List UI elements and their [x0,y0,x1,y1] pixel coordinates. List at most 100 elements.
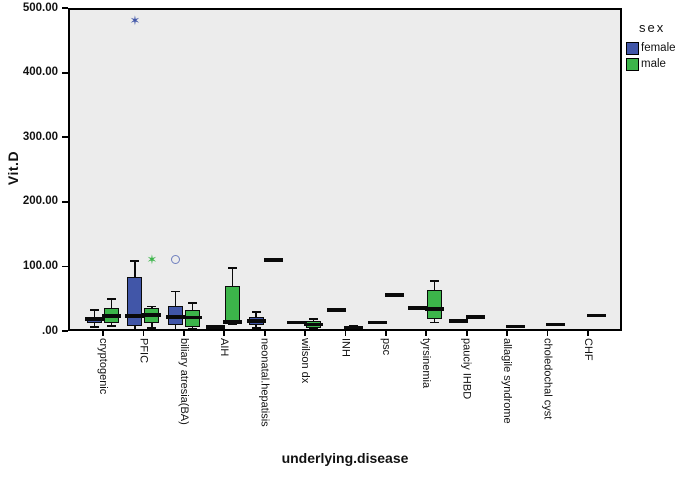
median-line [304,322,323,327]
median-line [223,320,243,324]
whisker-cap [147,326,157,329]
x-category-label: INH [339,338,352,357]
x-tick [183,331,185,336]
x-tick [465,331,468,336]
median-line [384,292,404,297]
female-swatch-icon [626,42,639,55]
x-tick [506,331,508,336]
median-line [408,306,428,311]
box-male [225,285,241,323]
y-tick-label: .00 [42,324,58,337]
whisker-cap [309,328,318,330]
median-line [85,317,104,322]
y-tick [62,71,68,74]
x-category-label: AIH [218,338,231,357]
whisker-cap [228,266,238,269]
x-category-label: PFIC [137,338,150,364]
y-tick [62,136,68,139]
outlier-star-icon: ✶ [146,252,158,268]
whisker-cap [349,324,359,327]
outlier-star-icon: ✶ [129,14,141,30]
legend-title: sex [639,20,666,35]
legend-label-male: male [641,58,666,70]
male-swatch-icon [626,58,639,71]
y-tick [62,265,68,268]
median-line [465,314,485,319]
box-male [427,289,443,319]
whisker-cap [187,302,197,305]
median-line [425,307,445,311]
x-category-label: biliary atresia(BA) [177,338,190,425]
x-category-label: neonatal.hepatisis [258,338,271,427]
median-line [165,314,185,319]
x-category-label: wilson dx [299,338,311,384]
x-tick [587,331,589,336]
median-line [506,324,525,329]
whisker-cap [107,297,116,300]
whisker-cap [430,321,440,324]
y-axis-title: Vit.D [5,150,21,186]
y-tick-label: 400.00 [22,66,58,79]
y-tick-label: 500.00 [22,1,58,14]
median-line [546,322,566,327]
y-tick-label: 200.00 [22,195,58,208]
x-tick [385,331,387,336]
legend-row-male: male [626,58,685,71]
x-tick [223,331,226,336]
x-tick [102,331,104,336]
whisker-cap [430,280,440,283]
legend: sex female male [626,20,685,74]
x-axis-title: underlying.disease [281,450,409,466]
y-tick [62,201,68,203]
x-category-label: allagile syndrome [501,338,513,424]
median-line [142,312,162,317]
whisker-cap [228,322,238,325]
whisker-cap [130,329,140,332]
x-category-label: tyrsinemia [420,338,433,389]
median-line [125,314,145,319]
legend-row-female: female [626,42,685,55]
x-tick [142,331,145,336]
x-category-label: choledochal cyst [541,338,554,420]
x-category-label: CHF [581,338,594,361]
whisker-cap [147,305,157,308]
y-tick-label: 100.00 [22,259,58,272]
whisker-cap [309,317,318,320]
x-tick [263,331,266,336]
x-tick [344,331,347,336]
median-line [102,314,121,319]
x-category-label: pauciy IHBD [460,338,473,400]
x-category-label: cryptogenic [97,338,109,395]
whisker-cap [90,308,99,311]
median-line [206,325,226,330]
whisker-cap [90,326,99,329]
outlier-circle-icon [170,255,180,265]
whisker-cap [187,328,197,330]
median-line [246,318,266,323]
x-category-label: psc [379,338,392,356]
median-line [367,320,387,325]
x-tick [304,331,306,336]
y-tick-label: 300.00 [22,130,58,143]
median-line [586,313,606,318]
whisker-cap [130,260,140,263]
whisker-cap [251,326,261,329]
median-line [448,318,468,323]
plot-area [68,8,622,331]
whisker-cap [170,290,180,293]
median-line [182,315,202,320]
median-line [287,320,306,325]
y-tick [62,7,68,9]
whisker-cap [107,324,116,327]
whisker-cap [170,328,180,331]
x-tick [425,331,428,336]
median-line [327,307,347,312]
x-tick [546,331,549,336]
y-tick [62,330,68,332]
legend-label-female: female [641,42,676,54]
box-female [127,276,143,327]
whisker-cap [251,310,261,313]
median-line [344,325,364,330]
